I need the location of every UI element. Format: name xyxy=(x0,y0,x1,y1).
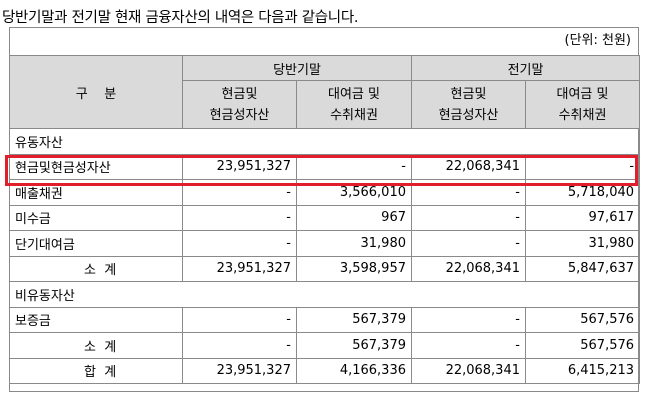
section-label: 비유동자산 xyxy=(8,281,641,308)
table-row: 보증금 -567,379-567,576 xyxy=(9,306,641,333)
subtotal-row: 소 계 -567,379-567,576 xyxy=(9,332,641,359)
value-cell: 31,980 xyxy=(296,230,412,257)
section-row: 비유동자산 xyxy=(8,281,641,308)
value-cell: 22,068,341 xyxy=(411,255,526,282)
value-cell: - xyxy=(182,306,297,333)
value-cell: - xyxy=(411,332,526,359)
row-label: 합 계 xyxy=(9,357,183,384)
value-cell: 567,576 xyxy=(524,332,641,359)
value-cell: 31,980 xyxy=(524,230,641,257)
value-cell: - xyxy=(182,204,297,231)
header-category: 구 분 xyxy=(9,55,183,129)
value-cell: - xyxy=(411,230,526,257)
table-row: 단기대여금 -31,980-31,980 xyxy=(9,230,641,257)
intro-text: 당반기말과 전기말 현재 금융자산의 내역은 다음과 같습니다. xyxy=(2,10,359,26)
value-cell: 22,068,341 xyxy=(411,357,526,384)
value-cell: 5,847,637 xyxy=(524,255,641,282)
subtotal-row: 합 계 23,951,327 4,166,336 22,068,341 6,415,21… xyxy=(9,357,641,384)
row-label: 보증금 xyxy=(9,306,183,333)
value-cell: - xyxy=(182,332,297,359)
financial-assets-table: 구 분 당반기말 전기말 현금및 현금성자산 대여금 및 수취채권 현금및 현금… xyxy=(8,55,641,384)
value-cell: - xyxy=(182,230,297,257)
row-label: 소 계 xyxy=(9,332,183,359)
value-cell: 567,379 xyxy=(296,306,412,333)
header-prior-loans: 대여금 및 수취채권 xyxy=(524,80,641,129)
value-cell: 567,576 xyxy=(524,306,641,333)
section-row: 유동자산 xyxy=(8,128,641,155)
header-current-loans: 대여금 및 수취채권 xyxy=(296,80,412,129)
value-cell: - xyxy=(411,204,526,231)
header-prior-period: 전기말 xyxy=(410,55,641,81)
unit-label: (단위: 천원) xyxy=(564,33,632,48)
table-row: 미수금 -967-97,617 xyxy=(9,204,641,231)
row-label: 단기대여금 xyxy=(9,230,183,257)
value-cell: 6,415,213 xyxy=(524,357,641,384)
subtotal-row: 소 계 23,951,327 3,598,957 22,068,341 5,847,63… xyxy=(9,255,641,282)
header-current-cash: 현금및 현금성자산 xyxy=(182,80,297,129)
section-label: 유동자산 xyxy=(8,128,641,155)
value-cell: 967 xyxy=(296,204,412,231)
header-row-types: 현금및 현금성자산 대여금 및 수취채권 현금및 현금성자산 대여금 및 수취채… xyxy=(10,80,641,129)
value-cell: 4,166,336 xyxy=(296,357,412,384)
value-cell: 97,617 xyxy=(524,204,641,231)
value-cell: 23,951,327 xyxy=(182,255,297,282)
row-label: 소 계 xyxy=(9,255,183,282)
value-cell: 567,379 xyxy=(296,332,412,359)
header-current-period: 당반기말 xyxy=(182,55,412,81)
value-cell: - xyxy=(411,306,526,333)
header-row-periods: 구 분 당반기말 전기말 xyxy=(9,55,641,129)
value-cell: 23,951,327 xyxy=(182,357,297,384)
row-label: 미수금 xyxy=(9,204,183,231)
value-cell: 3,598,957 xyxy=(296,255,412,282)
highlight-box xyxy=(5,155,638,186)
header-prior-cash: 현금및 현금성자산 xyxy=(411,80,526,129)
